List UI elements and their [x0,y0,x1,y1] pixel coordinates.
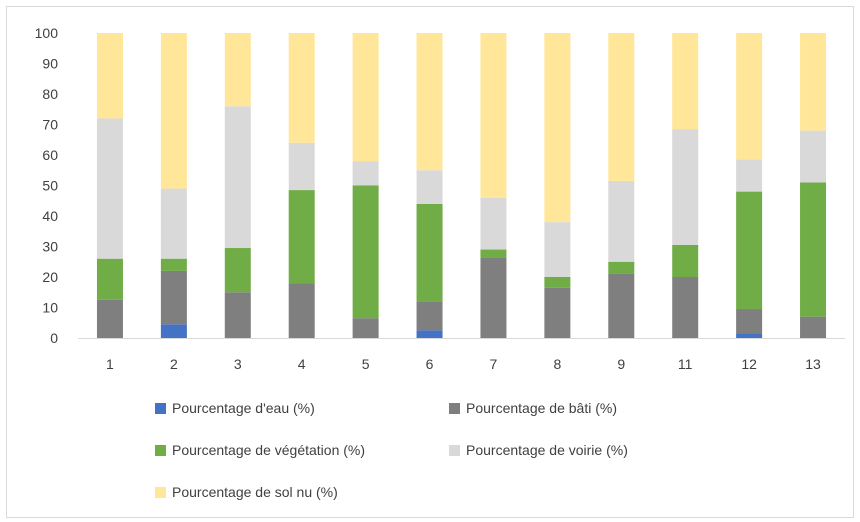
bar-segment [672,244,699,277]
y-tick-label: 100 [35,25,59,41]
bar-segment [416,203,443,302]
bar-segment [160,258,187,271]
bar-segment [736,159,763,192]
bar-segment [288,33,315,143]
bar-segment [160,33,187,189]
bar-segment [672,129,699,245]
y-tick-label: 70 [42,117,58,133]
y-tick-label: 60 [42,147,58,163]
bar-segment [736,191,763,310]
bar-segment [96,299,123,338]
bar-segment [480,197,507,250]
bar-segment [224,33,251,107]
bar-segment [224,106,251,249]
bar-segment [96,118,123,259]
x-axis: 1 2 3 4 5 6 7 8 9 11 12 13 [106,356,821,372]
bar-segment [160,270,187,325]
x-tick-label: 5 [362,356,370,372]
x-tick-label: 1 [106,356,114,372]
bar-segment [288,142,315,191]
plot-area [96,33,827,338]
bar-segment [544,33,571,223]
bar-segment [544,222,571,277]
bar-segment [800,33,827,131]
bar-segment [800,182,827,317]
y-axis: 0 10 20 30 40 50 60 70 80 90 100 [35,25,59,346]
bar-segment [672,33,699,130]
y-tick-label: 0 [50,330,58,346]
bar-segment [480,33,507,198]
bar-segment [352,318,379,338]
bar-segment [672,277,699,338]
bar-segment [736,33,763,160]
x-tick-label: 3 [234,356,242,372]
bar-segment [800,130,827,183]
bar-segment [288,190,315,284]
bar-segment [224,248,251,293]
x-tick-label: 12 [741,356,757,372]
y-tick-label: 20 [42,269,58,285]
x-tick-label: 13 [805,356,821,372]
y-tick-label: 50 [42,178,58,194]
x-tick-label: 11 [678,356,693,372]
bar-segment [736,333,763,338]
bar-segment [544,287,571,338]
bar-segment [224,292,251,338]
bar-segment [480,257,507,338]
bar-segment [352,161,379,186]
bar-segment [160,324,187,338]
bar-segment [544,277,571,288]
bar-segment [288,283,315,338]
bar-segment [352,33,379,162]
bar-segment [608,180,635,262]
y-tick-label: 40 [42,208,58,224]
bar-segment [416,33,443,171]
bar-segment [160,188,187,259]
y-tick-label: 90 [42,56,58,72]
bar-segment [608,33,635,181]
bar-segment [352,185,379,319]
bar-segment [480,249,507,258]
bar-segment [800,316,827,338]
x-tick-label: 7 [490,356,498,372]
bar-segment [608,261,635,274]
x-tick-label: 9 [617,356,625,372]
bar-segment [96,258,123,300]
y-tick-label: 80 [42,86,58,102]
bar-segment [608,273,635,338]
bar-segment [416,301,443,331]
x-tick-label: 6 [426,356,434,372]
bar-segment [416,170,443,204]
bar-segment [736,309,763,334]
y-tick-label: 30 [42,239,58,255]
x-tick-label: 4 [298,356,306,372]
x-tick-label: 8 [553,356,561,372]
x-tick-label: 2 [170,356,178,372]
bar-segment [416,330,443,338]
y-tick-label: 10 [42,300,58,316]
bar-segment [96,33,123,119]
